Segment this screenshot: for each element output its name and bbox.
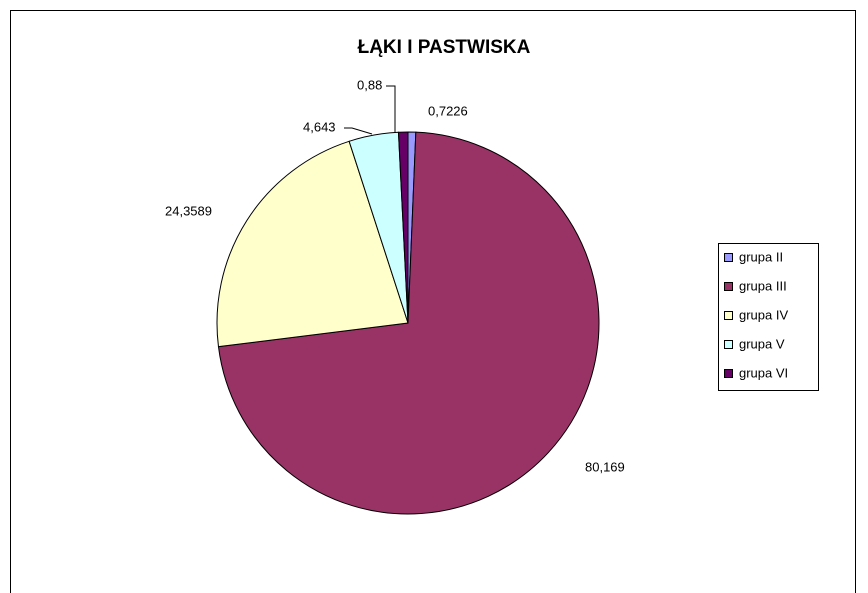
pie-slice bbox=[397, 131, 409, 324]
legend-label: grupa V bbox=[739, 336, 785, 351]
legend-swatch bbox=[724, 340, 733, 349]
leader-line bbox=[386, 85, 396, 132]
legend-label: grupa III bbox=[739, 278, 787, 293]
chart-title: ŁĄKI I PASTWISKA bbox=[358, 37, 531, 58]
data-label: 0,88 bbox=[357, 77, 382, 92]
legend-label: grupa II bbox=[739, 249, 783, 264]
legend-label: grupa VI bbox=[739, 365, 788, 380]
data-label: 24,3589 bbox=[165, 203, 212, 218]
legend-label: grupa IV bbox=[739, 307, 788, 322]
data-label: 80,169 bbox=[585, 459, 625, 474]
data-label: 0,7226 bbox=[428, 103, 468, 118]
leader-line bbox=[344, 127, 373, 135]
data-label: 4,643 bbox=[303, 119, 336, 134]
chart-frame bbox=[10, 10, 856, 593]
legend-swatch bbox=[724, 282, 733, 291]
legend-swatch bbox=[724, 311, 733, 320]
legend bbox=[718, 243, 819, 391]
pie-slice bbox=[216, 140, 409, 348]
legend-swatch bbox=[724, 369, 733, 378]
pie-slice bbox=[217, 131, 600, 515]
legend-swatch bbox=[724, 253, 733, 262]
